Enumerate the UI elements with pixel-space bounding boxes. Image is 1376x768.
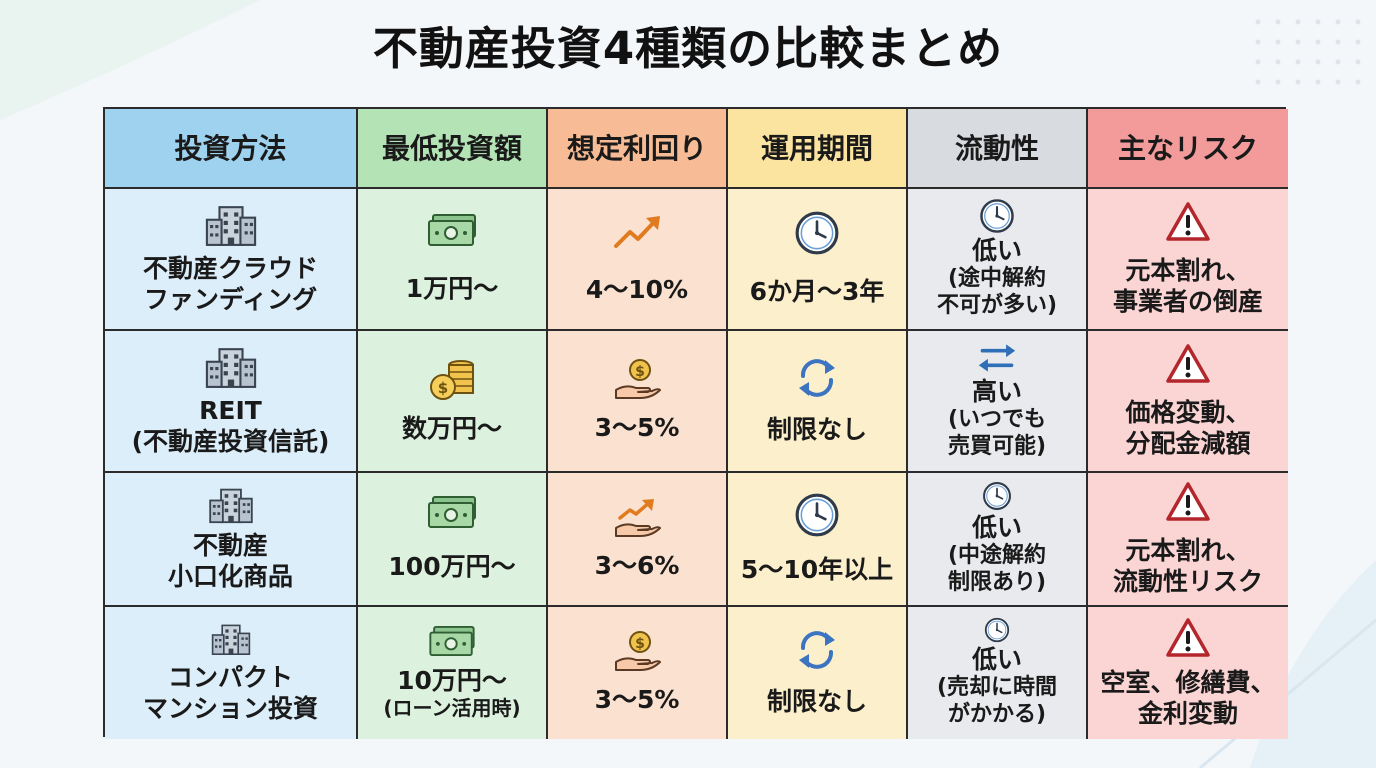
period-cell: 制限なし	[728, 331, 908, 473]
liquidity-note: (中途解約 制限あり)	[947, 543, 1047, 596]
clock-icon	[983, 481, 1011, 510]
liquidity-cell: 高い (いつでも 売買可能)	[908, 331, 1088, 473]
method-name: 不動産クラウド ファンディング	[142, 253, 318, 314]
office-building-icon	[205, 205, 256, 246]
warning-icon	[1166, 202, 1210, 241]
clock-icon	[795, 493, 839, 537]
method-name: 不動産 小口化商品	[167, 530, 293, 591]
header-method: 投資方法	[105, 109, 358, 189]
trending-up-arrow-icon	[614, 214, 662, 249]
warning-icon	[1166, 344, 1210, 383]
period-cell: 5〜10年以上	[728, 473, 908, 607]
min-investment-cell: 1万円〜	[358, 189, 548, 331]
risk-value: 価格変動、 分配金減額	[1125, 397, 1251, 458]
method-name: REIT (不動産投資信託)	[131, 395, 330, 456]
swap-arrows-icon	[977, 342, 1017, 374]
yield-value: 3〜5%	[594, 413, 680, 443]
header-period: 運用期間	[728, 109, 908, 189]
yield-value: 4〜10%	[585, 275, 689, 305]
yield-cell: 3〜5%	[548, 607, 728, 739]
method-cell: REIT (不動産投資信託)	[105, 331, 358, 473]
yield-cell: 3〜6%	[548, 473, 728, 607]
period-value: 制限なし	[766, 687, 867, 717]
method-cell: 不動産クラウド ファンディング	[105, 189, 358, 331]
method-name: コンパクト マンション投資	[142, 662, 318, 723]
refresh-cycle-icon	[797, 358, 837, 399]
header-yield: 想定利回り	[548, 109, 728, 189]
risk-cell: 価格変動、 分配金減額	[1088, 331, 1288, 473]
min-investment-note: (ローン活用時)	[383, 696, 521, 721]
period-value: 制限なし	[766, 415, 867, 445]
liquidity-level: 低い	[971, 235, 1022, 265]
clock-icon	[984, 617, 1010, 643]
min-investment-value: 数万円〜	[401, 414, 502, 444]
yield-cell: 4〜10%	[548, 189, 728, 331]
period-cell: 制限なし	[728, 607, 908, 739]
min-investment-cell: 10万円〜 (ローン活用時)	[358, 607, 548, 739]
header-liquidity: 流動性	[908, 109, 1088, 189]
risk-value: 元本割れ、 事業者の倒産	[1112, 255, 1263, 316]
liquidity-note: (売却に時間 がかかる)	[936, 675, 1058, 728]
liquidity-cell: 低い (途中解約 不可が多い)	[908, 189, 1088, 331]
liquidity-note: (いつでも 売買可能)	[947, 407, 1047, 460]
banknote-icon	[428, 496, 476, 529]
method-cell: 不動産 小口化商品	[105, 473, 358, 607]
period-value: 5〜10年以上	[740, 555, 894, 585]
risk-cell: 空室、修繕費、 金利変動	[1088, 607, 1288, 739]
period-value: 6か月〜3年	[749, 277, 885, 307]
header-risk: 主なリスク	[1088, 109, 1288, 189]
header-min-investment: 最低投資額	[358, 109, 548, 189]
page-title: 不動産投資4種類の比較まとめ	[372, 22, 1004, 75]
yield-value: 3〜6%	[594, 551, 680, 581]
liquidity-note: (途中解約 不可が多い)	[936, 266, 1058, 319]
hand-coin-icon	[615, 631, 661, 672]
yield-cell: 3〜5%	[548, 331, 728, 473]
liquidity-level: 高い	[971, 376, 1022, 406]
warning-icon	[1166, 482, 1210, 521]
clock-icon	[980, 199, 1014, 233]
min-investment-value: 1万円〜	[405, 274, 499, 304]
refresh-cycle-icon	[797, 630, 837, 671]
risk-value: 空室、修繕費、 金利変動	[1100, 667, 1276, 728]
method-cell: コンパクト マンション投資	[105, 607, 358, 739]
min-investment-cell: 数万円〜	[358, 331, 548, 473]
risk-cell: 元本割れ、 流動性リスク	[1088, 473, 1288, 607]
period-cell: 6か月〜3年	[728, 189, 908, 331]
liquidity-cell: 低い (中途解約 制限あり)	[908, 473, 1088, 607]
risk-cell: 元本割れ、 事業者の倒産	[1088, 189, 1288, 331]
liquidity-level: 低い	[971, 512, 1022, 542]
hand-coin-icon	[615, 359, 661, 400]
apartment-building-icon	[211, 624, 250, 655]
liquidity-level: 低い	[971, 644, 1022, 674]
risk-value: 元本割れ、 流動性リスク	[1112, 535, 1263, 596]
office-building-icon	[208, 488, 253, 523]
hand-growth-icon	[614, 497, 662, 539]
yield-value: 3〜5%	[594, 685, 680, 715]
office-building-icon	[205, 347, 256, 388]
clock-icon	[795, 211, 839, 255]
min-investment-cell: 100万円〜	[358, 473, 548, 607]
warning-icon	[1166, 618, 1210, 657]
banknote-icon	[429, 625, 475, 656]
coin-stack-icon	[430, 360, 474, 401]
liquidity-cell: 低い (売却に時間 がかかる)	[908, 607, 1088, 739]
comparison-table: 投資方法 最低投資額 想定利回り 運用期間 流動性 主なリスク 不動産クラウド …	[103, 107, 1288, 739]
min-investment-value: 10万円〜	[397, 665, 507, 695]
min-investment-value: 100万円〜	[388, 552, 516, 582]
banknote-icon	[428, 214, 476, 247]
